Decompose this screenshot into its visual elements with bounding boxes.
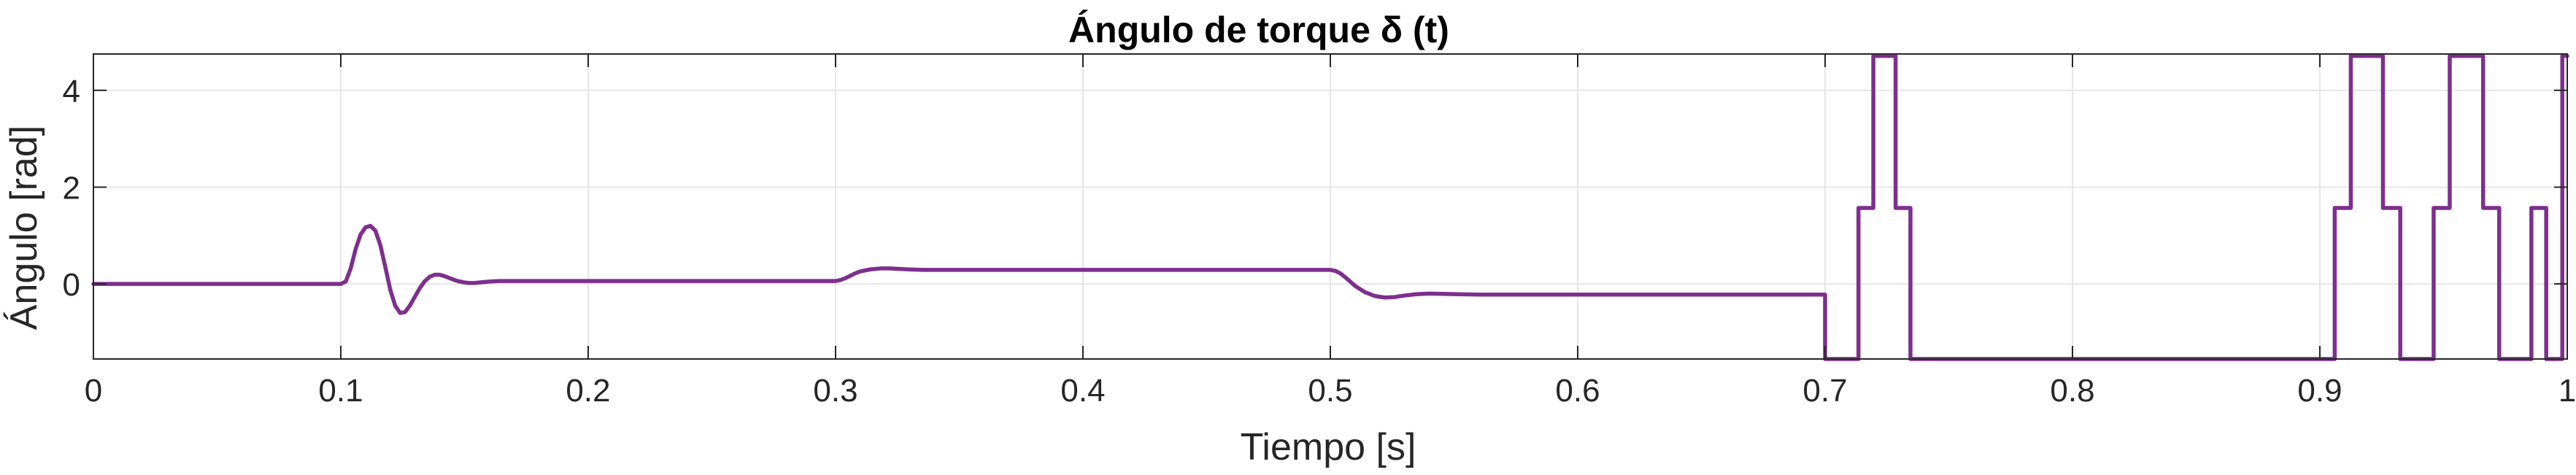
chart-title: Ángulo de torque δ (t) (1068, 9, 1449, 50)
x-axis-label: Tiempo [s] (1241, 426, 1416, 468)
series-line (91, 53, 2569, 361)
x-tick-label: 1 (2558, 373, 2576, 409)
x-tick-label: 0.2 (566, 373, 610, 409)
x-tick-label: 0.5 (1308, 373, 1352, 409)
x-tick-label: 0.4 (1060, 373, 1105, 409)
plot-area (91, 53, 2569, 361)
y-tick-label: 4 (63, 74, 80, 109)
y-tick-label: 2 (63, 170, 80, 206)
x-tick-label: 0.1 (318, 373, 363, 409)
tick-labels: 0 0.1 0.2 0.3 0.4 0.5 0.6 0.7 0.8 0.9 1 0 2 4 (63, 74, 2576, 409)
grid-lines (93, 54, 2568, 359)
y-axis-label: Ángulo [rad] (3, 125, 45, 330)
x-tick-label: 0.6 (1555, 373, 1600, 409)
x-tick-label: 0.8 (2050, 373, 2094, 409)
x-tick-label: 0.9 (2297, 373, 2342, 409)
axes-frame (93, 53, 2568, 360)
x-tick-label: 0.3 (813, 373, 857, 409)
y-tick-label: 0 (63, 267, 80, 303)
x-tick-label: 0 (85, 373, 102, 409)
x-tick-label: 0.7 (1802, 373, 1847, 409)
